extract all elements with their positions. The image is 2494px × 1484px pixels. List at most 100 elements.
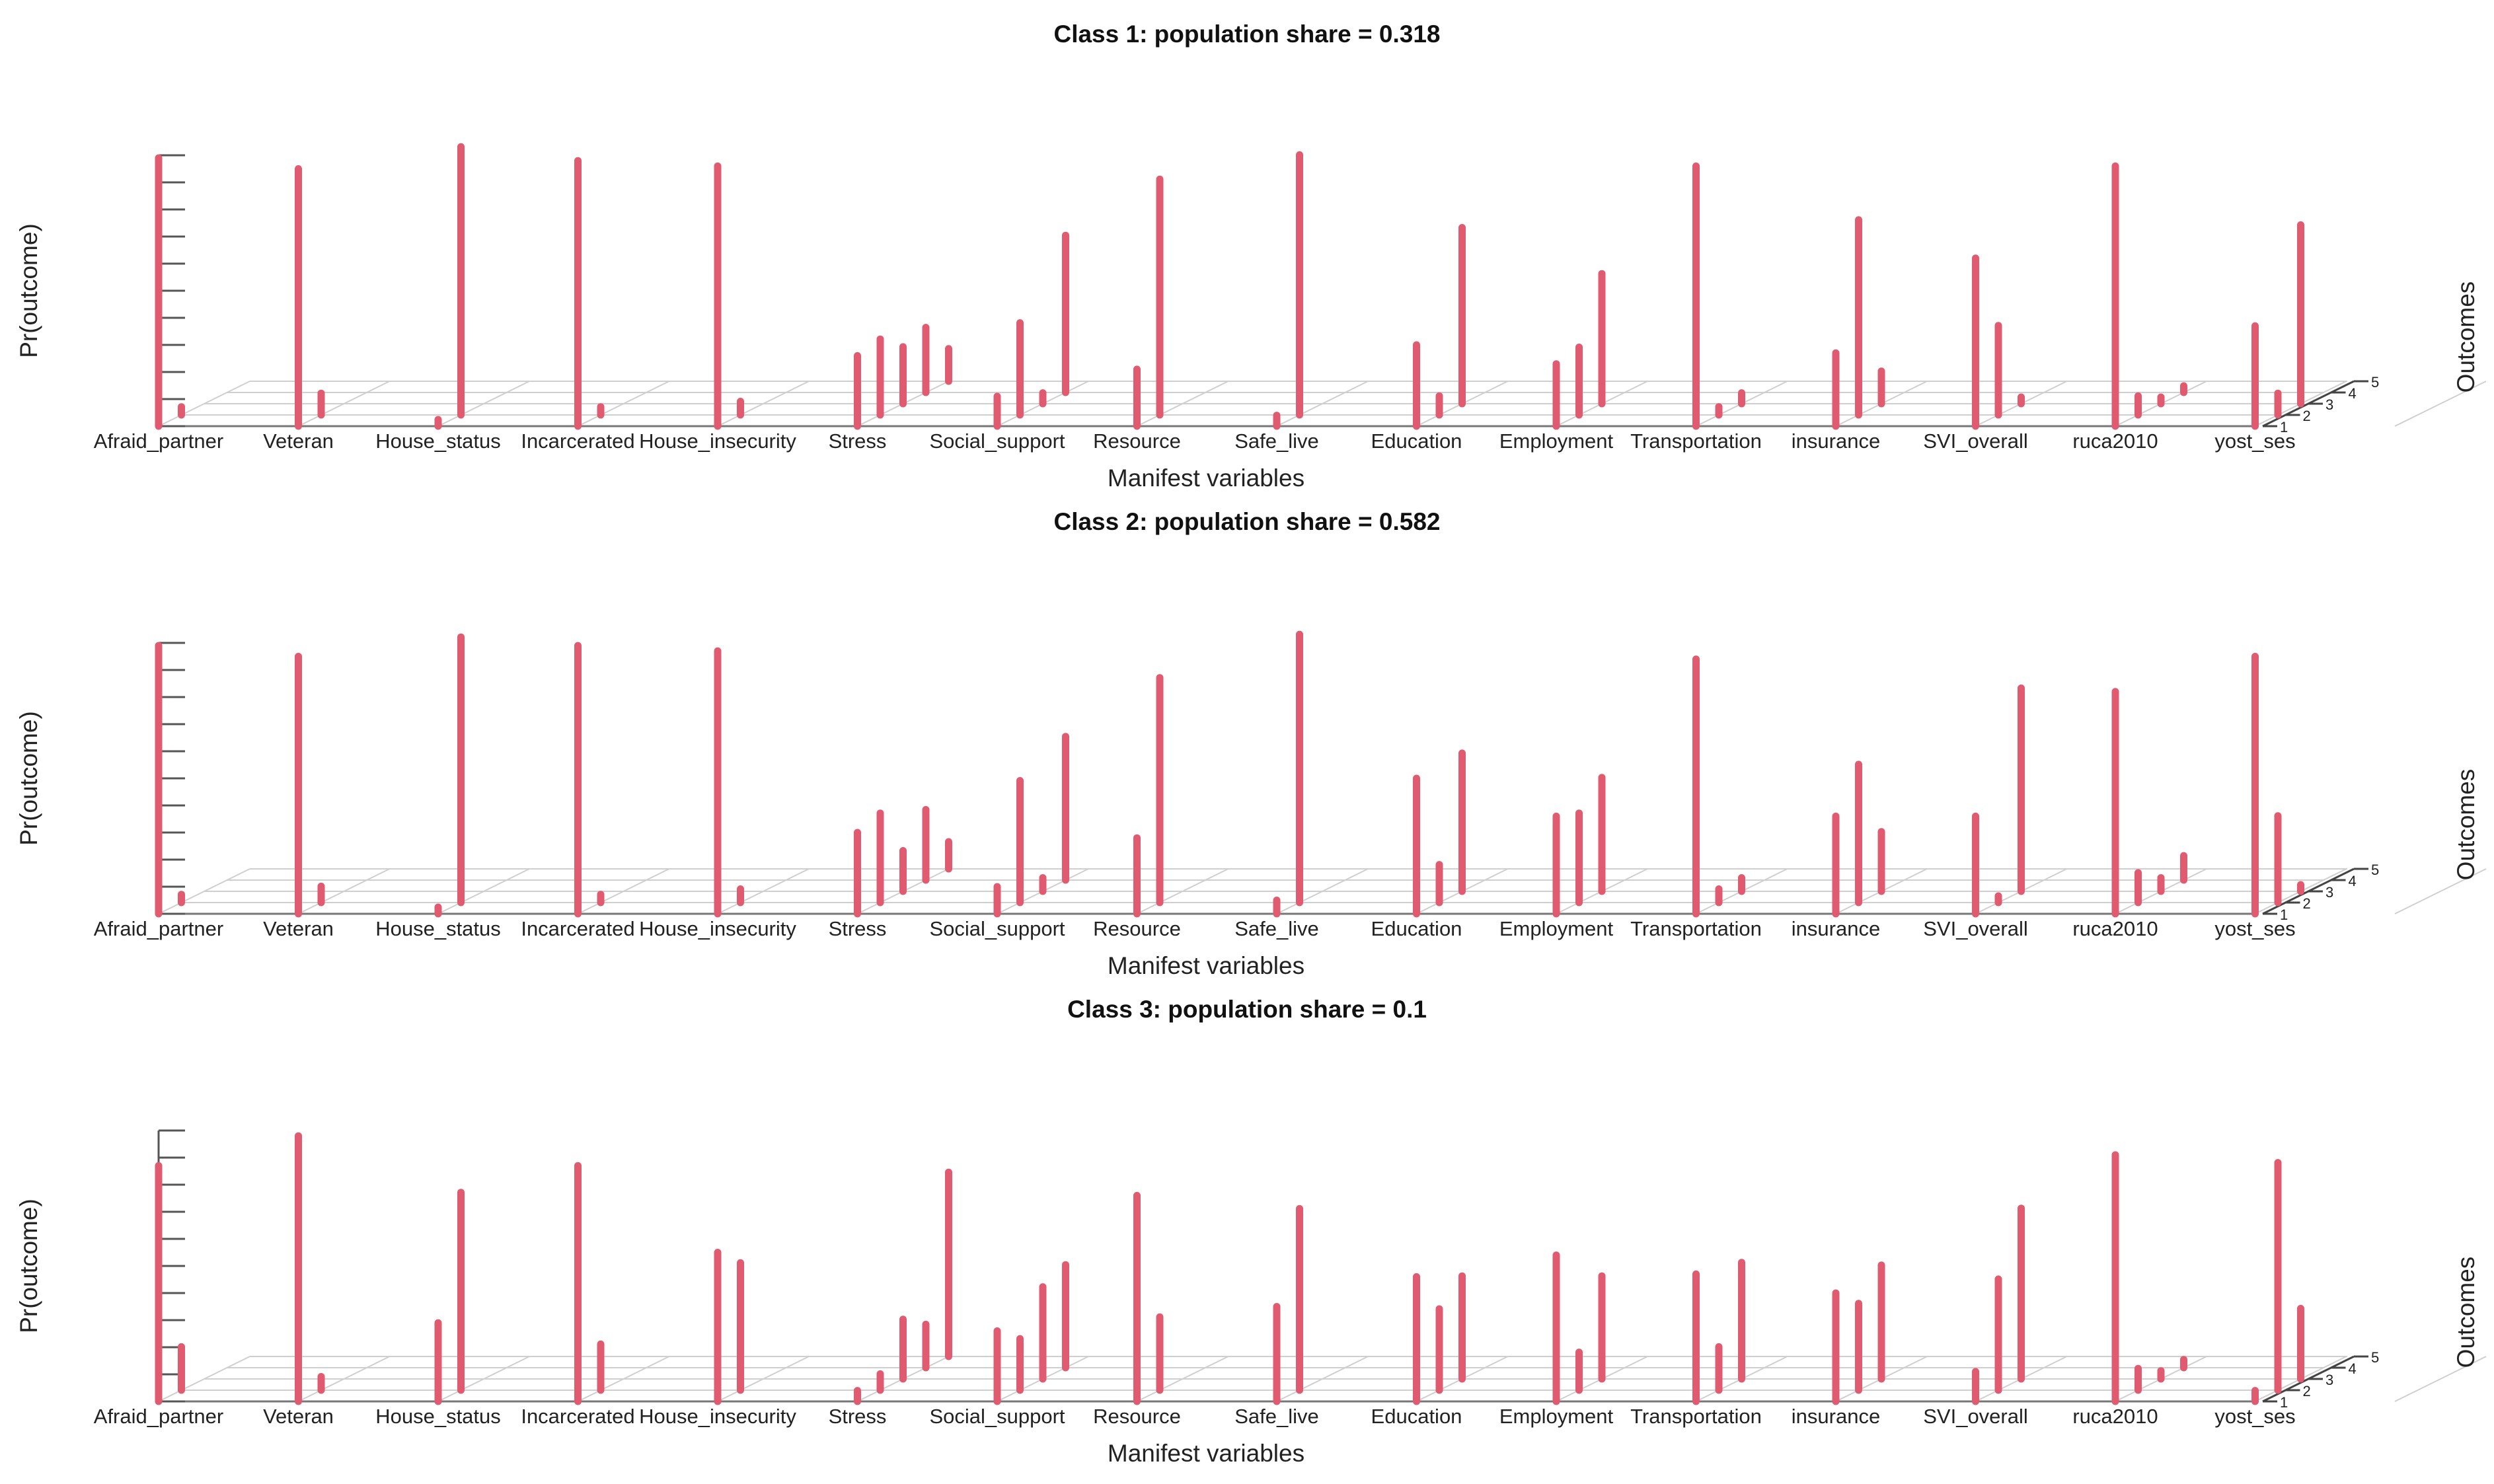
category-label: Afraid_partner bbox=[94, 429, 223, 453]
category-label: Stress bbox=[829, 1405, 887, 1428]
grid-line-diagonal bbox=[1137, 381, 1228, 427]
category-label: yost_ses bbox=[2214, 1405, 2295, 1428]
category-label: ruca2010 bbox=[2072, 917, 2158, 940]
category-label: Transportation bbox=[1630, 1405, 1762, 1428]
category-label: Social_support bbox=[929, 429, 1065, 453]
grid-line-diagonal bbox=[158, 868, 250, 914]
outcomes-tick-label: 2 bbox=[2303, 1383, 2311, 1399]
category-labels: Afraid_partner Veteran House_status Incarce… bbox=[94, 429, 2296, 453]
category-label: Afraid_partner bbox=[94, 917, 223, 940]
outcomes-tick-label: 3 bbox=[2325, 884, 2333, 901]
grid-line-diagonal bbox=[578, 868, 669, 914]
class-1-panel: Class 1: population share = 0.318 12345 … bbox=[15, 20, 2487, 492]
outcomes-tick-label: 4 bbox=[2349, 873, 2357, 889]
category-label: Stress bbox=[829, 917, 887, 940]
y-axis-label: Pr(outcome) bbox=[15, 711, 42, 846]
grid-line-diagonal bbox=[717, 381, 810, 427]
grid-line-diagonal bbox=[1276, 381, 1369, 427]
category-labels: Afraid_partner Veteran House_status Incarce… bbox=[94, 917, 2296, 940]
category-label: yost_ses bbox=[2214, 917, 2295, 940]
category-label: Safe_live bbox=[1234, 429, 1319, 453]
category-label: Incarcerated bbox=[521, 429, 634, 453]
grid-line-diagonal bbox=[2394, 1356, 2487, 1402]
category-label: Transportation bbox=[1630, 917, 1762, 940]
outcomes-axis-label: Outcomes bbox=[2452, 769, 2479, 881]
panel-title: Class 2: population share = 0.582 bbox=[1053, 508, 1440, 535]
outcomes-tick-label: 1 bbox=[2280, 907, 2288, 923]
category-label: Education bbox=[1371, 429, 1462, 453]
category-label: Safe_live bbox=[1234, 1405, 1319, 1428]
grid-line-diagonal bbox=[578, 381, 669, 427]
category-label: Incarcerated bbox=[521, 917, 634, 940]
grid-line-diagonal bbox=[158, 381, 250, 427]
category-label: insurance bbox=[1792, 429, 1880, 453]
grid-line-diagonal bbox=[717, 868, 810, 914]
grid-line-diagonal bbox=[298, 868, 390, 914]
x-axis-label: Manifest variables bbox=[1108, 1440, 1304, 1467]
category-label: SVI_overall bbox=[1923, 429, 2028, 453]
panel-title: Class 1: population share = 0.318 bbox=[1053, 20, 1440, 48]
category-label: Resource bbox=[1093, 1405, 1181, 1428]
category-label: Afraid_partner bbox=[94, 1405, 223, 1428]
category-label: House_insecurity bbox=[639, 917, 796, 940]
category-label: Employment bbox=[1499, 1405, 1614, 1428]
category-label: Resource bbox=[1093, 429, 1181, 453]
category-label: SVI_overall bbox=[1923, 917, 2028, 940]
outcomes-tick-label: 3 bbox=[2325, 1372, 2333, 1388]
panel-title: Class 3: population share = 0.1 bbox=[1067, 996, 1427, 1023]
category-label: House_status bbox=[375, 429, 501, 453]
outcomes-tick-label: 1 bbox=[2280, 419, 2288, 435]
category-label: Safe_live bbox=[1234, 917, 1319, 940]
bars bbox=[155, 143, 2304, 430]
y-axis-label: Pr(outcome) bbox=[15, 1199, 42, 1333]
category-label: Social_support bbox=[929, 917, 1065, 940]
outcomes-tick-label: 4 bbox=[2349, 1360, 2357, 1377]
grid-line-diagonal bbox=[437, 868, 530, 914]
category-label: House_insecurity bbox=[639, 1405, 796, 1428]
category-label: Veteran bbox=[263, 429, 334, 453]
category-label: Transportation bbox=[1630, 429, 1762, 453]
grid-line-diagonal bbox=[578, 1356, 669, 1402]
grid-line-diagonal bbox=[437, 381, 530, 427]
grid-line-diagonal bbox=[298, 1356, 390, 1402]
outcomes-tick-label: 2 bbox=[2303, 408, 2311, 424]
grid-line-diagonal bbox=[437, 1356, 530, 1402]
grid-line-diagonal bbox=[717, 1356, 810, 1402]
category-label: ruca2010 bbox=[2072, 429, 2158, 453]
category-label: insurance bbox=[1792, 917, 1880, 940]
bars bbox=[155, 630, 2304, 918]
category-label: Education bbox=[1371, 1405, 1462, 1428]
grid-line-diagonal bbox=[298, 381, 390, 427]
category-label: Veteran bbox=[263, 1405, 334, 1428]
outcomes-tick-label: 5 bbox=[2371, 1349, 2379, 1366]
outcomes-axis-label: Outcomes bbox=[2452, 1257, 2479, 1368]
category-labels: Afraid_partner Veteran House_status Incarce… bbox=[94, 1405, 2296, 1428]
outcomes-tick-label: 5 bbox=[2371, 862, 2379, 878]
grid-line-diagonal bbox=[2394, 381, 2487, 427]
grid-line-diagonal bbox=[1276, 868, 1369, 914]
category-label: House_status bbox=[375, 1405, 501, 1428]
x-axis-label: Manifest variables bbox=[1108, 464, 1304, 492]
outcomes-tick-label: 4 bbox=[2349, 385, 2357, 402]
outcomes-tick-label: 2 bbox=[2303, 895, 2311, 912]
outcomes-tick-label: 5 bbox=[2371, 374, 2379, 390]
category-label: Social_support bbox=[929, 1405, 1065, 1428]
category-label: Resource bbox=[1093, 917, 1181, 940]
category-label: insurance bbox=[1792, 1405, 1880, 1428]
category-label: ruca2010 bbox=[2072, 1405, 2158, 1428]
grid-line-diagonal bbox=[158, 1356, 250, 1402]
grid-line-diagonal bbox=[1137, 1356, 1228, 1402]
outcomes-axis-label: Outcomes bbox=[2452, 281, 2479, 393]
grid-line-diagonal bbox=[1276, 1356, 1369, 1402]
class-2-panel: Class 2: population share = 0.582 12345 … bbox=[15, 508, 2487, 979]
category-label: House_status bbox=[375, 917, 501, 940]
category-label: Employment bbox=[1499, 429, 1614, 453]
outcomes-tick-label: 3 bbox=[2325, 396, 2333, 413]
x-axis-label: Manifest variables bbox=[1108, 952, 1304, 979]
category-label: yost_ses bbox=[2214, 429, 2295, 453]
category-label: Education bbox=[1371, 917, 1462, 940]
category-label: SVI_overall bbox=[1923, 1405, 2028, 1428]
